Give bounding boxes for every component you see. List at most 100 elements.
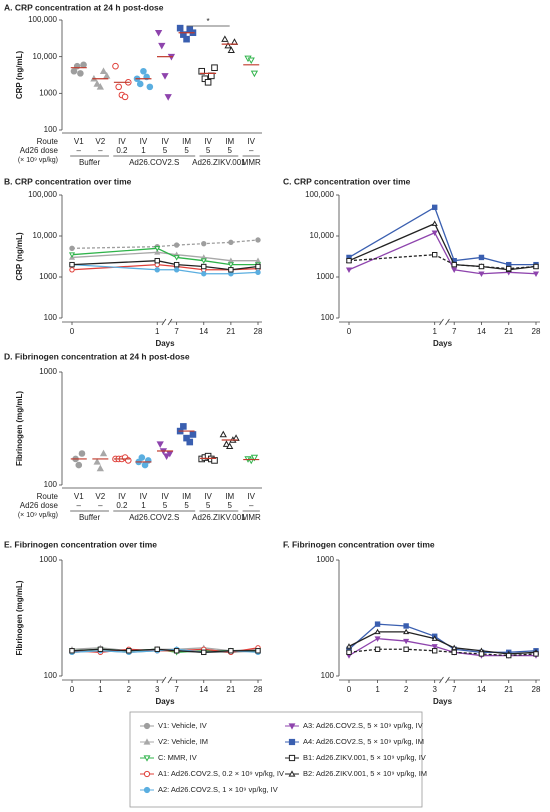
legend-label: B2: Ad26.ZIKV.001, 5 × 10⁹ vp/kg, IM (303, 769, 427, 778)
x-tick-label: 2 (127, 685, 132, 694)
x-tick-label: 28 (532, 685, 541, 694)
marker (93, 458, 101, 465)
x-tick-label: 14 (477, 685, 486, 694)
marker (201, 263, 207, 270)
x-tick-label: 3 (155, 685, 160, 694)
series-line (71, 647, 259, 653)
marker (200, 258, 207, 264)
marker (506, 265, 512, 272)
marker (96, 83, 104, 90)
group-label: Ad26.ZIKV.001 (192, 513, 246, 522)
dose-label: – (98, 146, 103, 155)
marker (451, 644, 458, 651)
dose-label: 1 (141, 501, 146, 510)
group-label: MMR (242, 513, 261, 522)
marker (478, 271, 485, 277)
panel-title: D. Fibrinogen concentration at 24 h post… (4, 351, 190, 361)
marker (136, 80, 144, 88)
legend-label: A1: Ad26.COV2.S, 0.2 × 10⁹ vp/kg, IV (158, 769, 284, 778)
dose-label: 5 (227, 146, 232, 155)
row-label: Ad26 dose (20, 501, 59, 510)
marker (403, 623, 409, 629)
marker (255, 263, 261, 270)
axis-break (161, 318, 173, 326)
marker (173, 242, 180, 248)
dose-label: 5 (184, 146, 189, 155)
marker (255, 237, 261, 243)
x-axis-label: Days (433, 339, 453, 348)
marker (226, 442, 234, 450)
x-tick-label: 21 (504, 327, 513, 336)
panel-title: B. CRP concentration over time (4, 176, 132, 186)
x-tick-label: 21 (504, 685, 513, 694)
legend-label: A2: Ad26.COV2.S, 1 × 10⁹ vp/kg, IV (158, 785, 278, 794)
marker (288, 738, 296, 746)
y-axis-label: CRP (ng/mL) (15, 51, 24, 100)
x-tick-label: 14 (199, 685, 208, 694)
marker (69, 245, 75, 252)
marker (222, 440, 231, 447)
marker (478, 651, 485, 657)
marker (255, 269, 261, 276)
axis-break (439, 676, 450, 684)
marker (288, 770, 296, 777)
marker (126, 648, 132, 654)
y-tick-label: 1000 (39, 555, 57, 564)
route-label: IV (161, 137, 169, 146)
x-tick-label: 21 (226, 685, 235, 694)
x-tick-label: 0 (347, 327, 352, 336)
panel-title: F. Fibrinogen concentration over time (283, 539, 435, 549)
marker (451, 267, 458, 274)
marker (432, 648, 438, 654)
marker (228, 267, 234, 273)
x-tick-label: 1 (432, 327, 437, 336)
x-axis-label: Days (155, 339, 175, 348)
marker (143, 770, 151, 778)
marker (173, 255, 180, 261)
panel-title: C. CRP concentration over time (283, 176, 411, 186)
group-label: Ad26.COV2.S (129, 513, 179, 522)
x-tick-label: 28 (254, 327, 263, 336)
marker (403, 628, 410, 635)
marker (506, 652, 512, 659)
route-label: IV (247, 137, 255, 146)
marker (158, 42, 166, 50)
route-label: IV (118, 492, 126, 501)
marker (201, 649, 207, 656)
route-label: IM (225, 492, 234, 501)
x-tick-label: 14 (199, 327, 208, 336)
dose-label: 5 (227, 501, 232, 510)
series-line (71, 264, 259, 275)
marker (183, 35, 190, 43)
legend-label: A4: Ad26.COV2.S, 5 × 10⁹ vp/kg, IM (303, 737, 424, 746)
panel-title: E. Fibrinogen concentration over time (4, 539, 157, 549)
dose-label: 5 (206, 146, 211, 155)
marker (77, 70, 84, 77)
x-tick-label: 2 (404, 685, 409, 694)
x-tick-label: 1 (155, 327, 160, 336)
group-label: Buffer (79, 158, 101, 167)
route-label: V1 (74, 137, 84, 146)
marker (97, 646, 104, 652)
y-tick-label: 10,000 (310, 231, 335, 240)
marker (173, 267, 180, 273)
marker (374, 621, 381, 627)
marker (80, 61, 87, 69)
series-line (348, 206, 536, 266)
series-line (71, 247, 258, 266)
marker (204, 78, 212, 86)
marker (403, 646, 409, 652)
dose-label: 5 (184, 501, 189, 510)
x-tick-label: 7 (174, 327, 179, 336)
legend-box (129, 711, 423, 808)
y-tick-label: 100,000 (28, 190, 57, 199)
x-tick-label: 21 (226, 327, 235, 336)
series-line (348, 631, 537, 655)
marker (93, 80, 101, 87)
marker (478, 263, 485, 270)
marker (115, 83, 122, 91)
marker (154, 249, 161, 255)
marker (250, 454, 259, 462)
x-tick-label: 0 (347, 685, 352, 694)
marker (247, 57, 255, 65)
